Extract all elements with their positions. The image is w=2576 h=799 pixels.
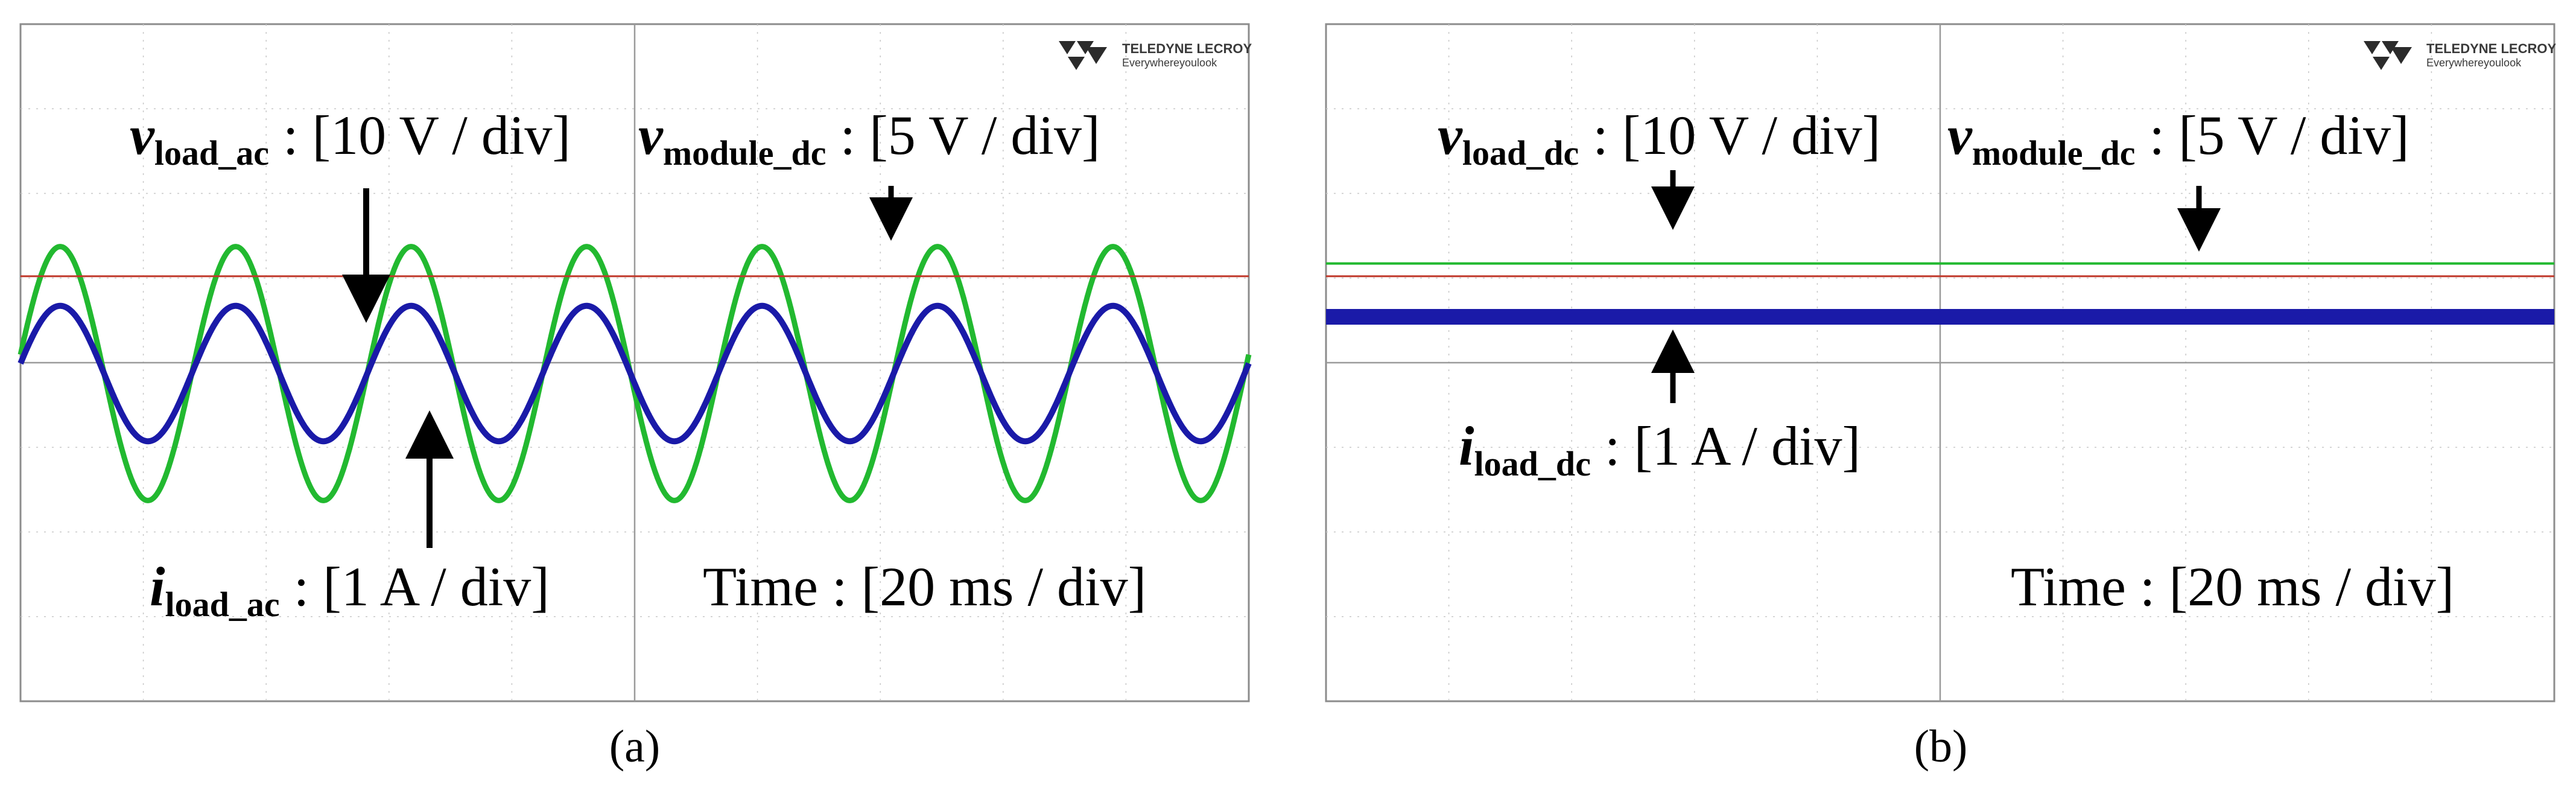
i-load-dc-sub: load_dc: [1474, 444, 1591, 483]
panel-b: TELEDYNE LECROY Everywhereyoulook vload_…: [1325, 23, 2556, 772]
v-load-ac-scale: : [10 V / div]: [269, 104, 571, 166]
logo-tagline-a: Everywhereyoulook: [1122, 57, 1217, 69]
v-load-ac-var: v: [130, 104, 155, 166]
logo-brand-a: TELEDYNE LECROY: [1122, 41, 1252, 56]
trace-i-load-ac-a: [17, 302, 1252, 445]
i-load-ac-sub: load_ac: [165, 585, 280, 624]
lecroy-logo-icon-a: [1059, 41, 1107, 70]
v-load-dc-label: vload_dc : [10 V / div]: [1438, 104, 1880, 173]
i-load-dc-label: iload_dc : [1 A / div]: [1459, 415, 1861, 483]
v-load-ac-sub: load_ac: [154, 133, 269, 173]
v-load-dc-var: v: [1438, 104, 1463, 166]
v-module-dc-label-a: vmodule_dc : [5 V / div]: [638, 104, 1100, 173]
i-load-dc-scale: : [1 A / div]: [1591, 415, 1861, 477]
panel-a: TELEDYNE LECROY Everywhereyoulook vload_…: [17, 23, 1252, 772]
caption-a: (a): [609, 721, 660, 772]
v-module-dc-label-b: vmodule_dc : [5 V / div]: [1947, 104, 2409, 173]
logo-tagline-b: Everywhereyoulook: [2426, 57, 2522, 69]
lecroy-logo-icon-b: [2364, 41, 2412, 70]
i-load-ac-var: i: [150, 556, 165, 617]
traces-b: [1326, 262, 2554, 325]
i-load-dc-var: i: [1459, 415, 1474, 477]
trace-v-load-ac-a: [17, 244, 1252, 503]
logo-b: TELEDYNE LECROY Everywhereyoulook: [2364, 41, 2556, 70]
traces-a: [17, 244, 1252, 503]
time-label-a: Time : [20 ms / div]: [703, 556, 1146, 617]
i-load-ac-label: iload_ac : [1 A / div]: [150, 556, 550, 624]
grid-b: [1326, 24, 2554, 701]
logo-brand-b: TELEDYNE LECROY: [2426, 41, 2556, 56]
v-load-dc-sub: load_dc: [1462, 133, 1579, 173]
v-load-ac-label: vload_ac : [10 V / div]: [130, 104, 571, 173]
v-module-dc-scale-a: : [5 V / div]: [826, 104, 1100, 166]
time-label-b: Time : [20 ms / div]: [2011, 556, 2454, 617]
v-module-dc-sub-a: module_dc: [663, 133, 826, 173]
v-module-dc-scale-b: : [5 V / div]: [2136, 104, 2409, 166]
v-module-dc-var-b: v: [1947, 104, 1973, 166]
i-load-ac-scale: : [1 A / div]: [280, 556, 550, 617]
grid-a: [21, 24, 1249, 701]
v-module-dc-sub-b: module_dc: [1972, 133, 2136, 173]
v-module-dc-var-a: v: [638, 104, 664, 166]
logo-a: TELEDYNE LECROY Everywhereyoulook: [1059, 41, 1252, 70]
caption-b: (b): [1914, 721, 1968, 772]
v-load-dc-scale: : [10 V / div]: [1579, 104, 1880, 166]
